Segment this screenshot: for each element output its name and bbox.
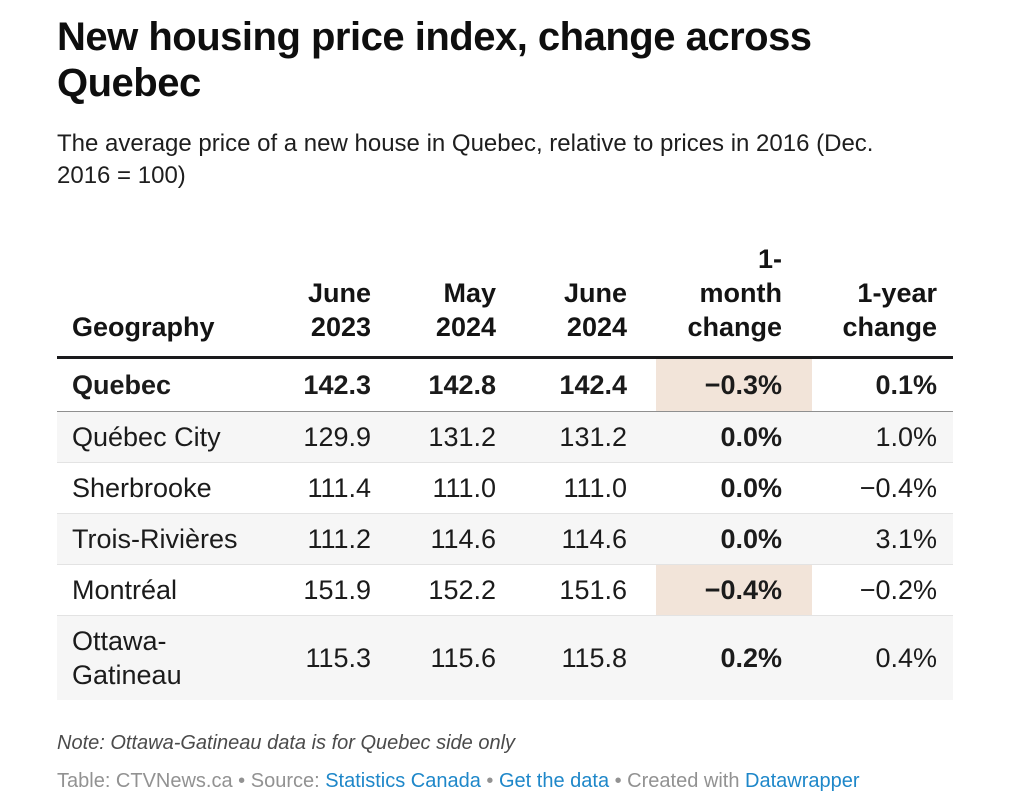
col-header-geography: Geography <box>57 242 257 359</box>
table-cell: 131.2 <box>381 411 506 463</box>
header-row: Geography June 2023 May 2024 June 2024 1… <box>57 242 953 359</box>
row-label: Québec City <box>57 411 257 463</box>
table-header: Geography June 2023 May 2024 June 2024 1… <box>57 242 953 359</box>
row-label: Trois-Rivières <box>57 513 257 565</box>
attribution-text: Table: CTVNews.ca • Source: <box>57 770 326 792</box>
table-cell: 151.6 <box>506 564 656 616</box>
row-label: Ottawa- Gatineau <box>57 615 257 700</box>
table-cell: 129.9 <box>257 411 381 463</box>
table-row-sherbrooke: Sherbrooke 111.4 111.0 111.0 0.0% −0.4% <box>57 462 953 514</box>
table-cell: −0.2% <box>812 564 953 616</box>
table-cell: 111.4 <box>257 462 381 514</box>
table-cell: 152.2 <box>381 564 506 616</box>
row-label: Sherbrooke <box>57 462 257 514</box>
table-cell: 115.8 <box>506 615 656 700</box>
table-cell: 151.9 <box>257 564 381 616</box>
col-header-june-2023: June 2023 <box>257 242 381 359</box>
table-row-montreal: Montréal 151.9 152.2 151.6 −0.4% −0.2% <box>57 564 953 616</box>
table-cell: 0.0% <box>656 411 812 463</box>
chart-attribution: Table: CTVNews.ca • Source: Statistics C… <box>57 768 967 794</box>
table-cell: 142.8 <box>381 357 506 412</box>
table-cell-highlight-positive: 0.2% <box>656 615 812 700</box>
table-cell: 1.0% <box>812 411 953 463</box>
created-with-text: • Created with <box>609 770 746 792</box>
chart-subtitle: The average price of a new house in Queb… <box>57 130 874 189</box>
table-cell: 3.1% <box>812 513 953 565</box>
table-cell: 111.2 <box>257 513 381 565</box>
table-row-quebec-city: Québec City 129.9 131.2 131.2 0.0% 1.0% <box>57 411 953 463</box>
table-cell: 114.6 <box>506 513 656 565</box>
table-cell-highlight-negative: −0.3% <box>656 357 812 412</box>
table-row-ottawa-gatineau: Ottawa- Gatineau 115.3 115.6 115.8 0.2% … <box>57 615 953 700</box>
table-cell: 0.0% <box>656 462 812 514</box>
col-header-june-2024: June 2024 <box>506 242 656 359</box>
table-row-quebec: Quebec 142.3 142.8 142.4 −0.3% 0.1% <box>57 357 953 412</box>
datawrapper-link[interactable]: Datawrapper <box>745 770 860 792</box>
table-cell: 131.2 <box>506 411 656 463</box>
data-table: Geography June 2023 May 2024 June 2024 1… <box>57 242 953 700</box>
table-cell: −0.4% <box>812 462 953 514</box>
table-cell: 115.3 <box>257 615 381 700</box>
table-cell: 142.3 <box>257 357 381 412</box>
col-header-1-year-change: 1-year change <box>812 242 953 359</box>
table-cell: 111.0 <box>381 462 506 514</box>
table-cell: 114.6 <box>381 513 506 565</box>
table-row-trois-rivieres: Trois-Rivières 111.2 114.6 114.6 0.0% 3.… <box>57 513 953 565</box>
table-cell: 142.4 <box>506 357 656 412</box>
separator-dot: • <box>480 770 499 792</box>
col-header-1-month-change: 1- month change <box>656 242 812 359</box>
row-label: Quebec <box>57 357 257 412</box>
page-title: New housing price index, change across Q… <box>57 15 812 105</box>
source-link[interactable]: Statistics Canada <box>325 770 481 792</box>
row-label: Montréal <box>57 564 257 616</box>
table-cell: 0.0% <box>656 513 812 565</box>
get-the-data-link[interactable]: Get the data <box>498 770 610 792</box>
chart-note: Note: Ottawa-Gatineau data is for Quebec… <box>57 732 516 754</box>
table-cell-highlight-negative: −0.4% <box>656 564 812 616</box>
col-header-may-2024: May 2024 <box>381 242 506 359</box>
table-cell: 0.1% <box>812 357 953 412</box>
table-cell: 111.0 <box>506 462 656 514</box>
table-cell: 0.4% <box>812 615 953 700</box>
table-cell: 115.6 <box>381 615 506 700</box>
